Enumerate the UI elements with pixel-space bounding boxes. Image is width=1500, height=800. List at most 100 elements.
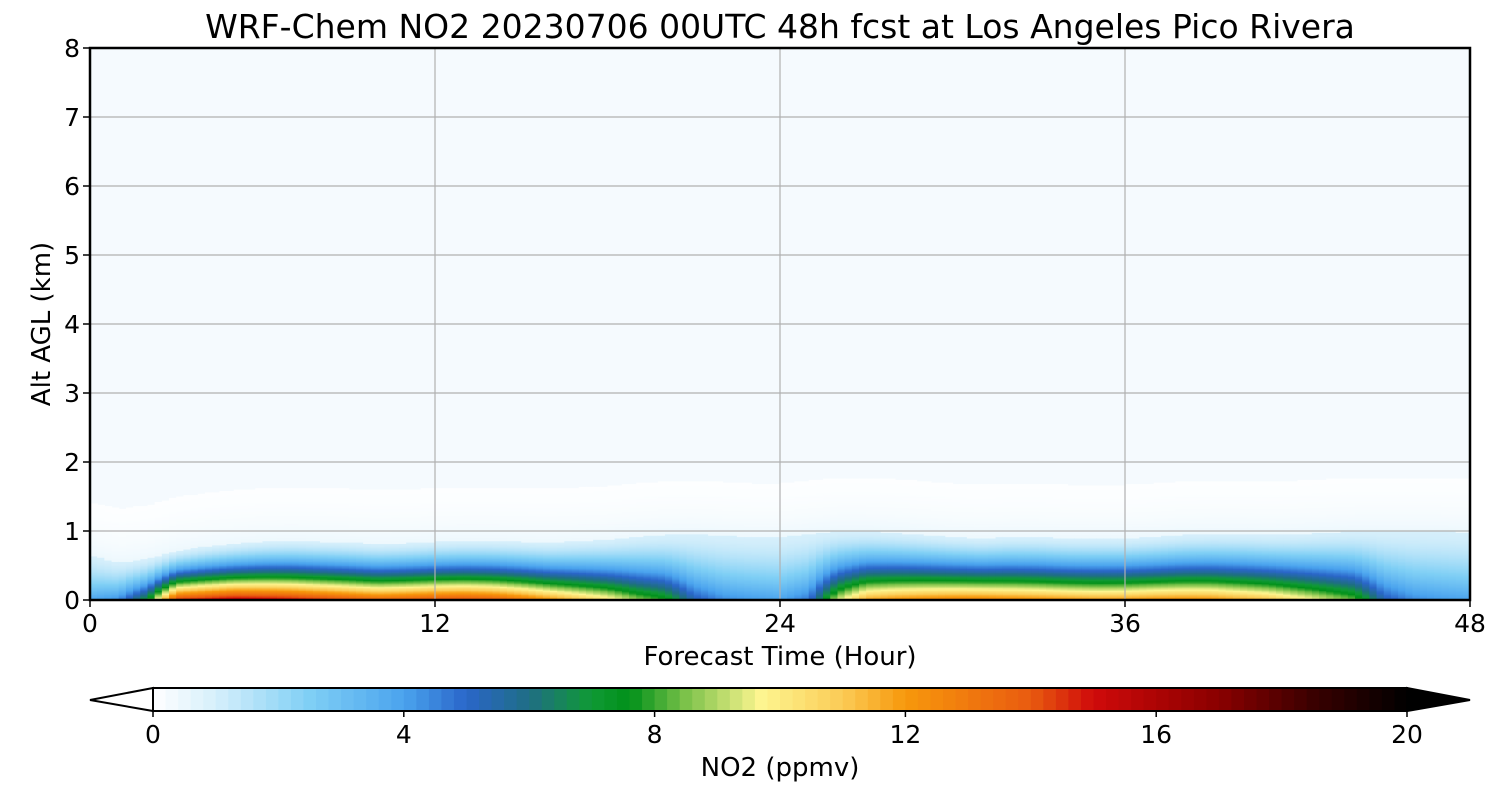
- heatmap-cell: [276, 577, 285, 580]
- heatmap-cell: [514, 502, 522, 504]
- heatmap-cell: [305, 535, 314, 538]
- heatmap-cell: [391, 590, 400, 593]
- heatmap-cell: [248, 553, 256, 556]
- heatmap-cell: [147, 522, 156, 525]
- heatmap-cell: [334, 554, 343, 557]
- heatmap-cell: [327, 573, 335, 576]
- heatmap-cell: [442, 584, 450, 587]
- heatmap-cell: [197, 506, 206, 509]
- heatmap-cell: [97, 542, 105, 545]
- heatmap-cell: [355, 507, 364, 510]
- heatmap-cell: [528, 511, 537, 514]
- heatmap-cell: [435, 517, 443, 520]
- heatmap-cell: [492, 579, 501, 582]
- heatmap-cell: [140, 557, 149, 560]
- heatmap-cell: [312, 586, 321, 589]
- heatmap-cell: [183, 507, 192, 510]
- heatmap-cell: [133, 569, 141, 572]
- heatmap-cell: [442, 511, 450, 514]
- heatmap-cell: [435, 568, 443, 571]
- heatmap-cell: [111, 571, 120, 573]
- heatmap-cell: [111, 554, 120, 557]
- heatmap-cell: [521, 597, 530, 600]
- heatmap-cell: [233, 519, 242, 522]
- heatmap-cell: [111, 579, 120, 582]
- heatmap-cell: [348, 521, 357, 524]
- heatmap-cell: [435, 584, 443, 587]
- heatmap-cell: [384, 503, 393, 506]
- heatmap-cell: [205, 502, 213, 504]
- heatmap-cell: [492, 502, 501, 504]
- heatmap-cell: [226, 496, 235, 499]
- heatmap-cell: [226, 533, 235, 536]
- heatmap-cell: [262, 511, 271, 514]
- heatmap-cell: [435, 577, 443, 580]
- heatmap-cell: [348, 559, 357, 562]
- heatmap-cell: [427, 565, 436, 568]
- heatmap-cell: [255, 533, 264, 536]
- heatmap-cell: [377, 489, 386, 492]
- heatmap-cell: [384, 553, 393, 556]
- heatmap-cell: [305, 548, 314, 551]
- heatmap-cell: [226, 518, 235, 521]
- heatmap-cell: [427, 524, 436, 527]
- heatmap-cell: [262, 588, 271, 591]
- heatmap-cell: [391, 551, 400, 554]
- heatmap-cell: [169, 594, 177, 597]
- heatmap-cell: [413, 566, 422, 569]
- heatmap-cell: [463, 528, 472, 531]
- heatmap-cell: [276, 490, 285, 493]
- heatmap-cell: [233, 594, 242, 597]
- heatmap-cell: [355, 499, 364, 502]
- heatmap-cell: [492, 577, 501, 580]
- heatmap-cell: [528, 489, 537, 492]
- heatmap-cell: [240, 564, 249, 567]
- heatmap-cell: [514, 490, 522, 493]
- heatmap-cell: [363, 564, 371, 567]
- heatmap-cell: [363, 550, 371, 553]
- heatmap-cell: [370, 550, 379, 553]
- heatmap-cell: [176, 525, 185, 528]
- heatmap-cell: [197, 550, 206, 553]
- heatmap-cell: [399, 595, 407, 598]
- heatmap-cell: [298, 537, 307, 540]
- heatmap-cell: [406, 594, 415, 597]
- heatmap-cell: [521, 565, 530, 568]
- heatmap-cell: [449, 550, 458, 553]
- heatmap-cell: [104, 566, 113, 569]
- heatmap-cell: [492, 554, 501, 557]
- heatmap-cell: [528, 513, 537, 516]
- heatmap-cell: [514, 543, 522, 546]
- heatmap-cell: [183, 542, 192, 545]
- heatmap-cell: [492, 492, 501, 495]
- heatmap-cell: [521, 490, 530, 493]
- heatmap-cell: [169, 580, 177, 583]
- heatmap-cell: [499, 597, 508, 600]
- heatmap-cell: [442, 573, 450, 576]
- heatmap-cell: [291, 508, 300, 511]
- heatmap-cell: [219, 492, 228, 495]
- heatmap-cell: [463, 590, 472, 593]
- heatmap-cell: [420, 524, 429, 527]
- heatmap-cell: [284, 573, 292, 576]
- heatmap-cell: [97, 507, 105, 510]
- heatmap-cell: [377, 584, 386, 587]
- heatmap-cell: [442, 590, 450, 593]
- heatmap-cell: [320, 568, 328, 571]
- heatmap-cell: [104, 562, 113, 565]
- heatmap-cell: [240, 577, 249, 580]
- heatmap-cell: [413, 506, 422, 509]
- heatmap-cell: [97, 571, 105, 573]
- heatmap-cell: [176, 517, 185, 520]
- heatmap-cell: [449, 515, 458, 518]
- heatmap-cell: [449, 565, 458, 568]
- heatmap-cell: [197, 597, 206, 600]
- heatmap-cell: [478, 554, 486, 557]
- heatmap-cell: [219, 594, 228, 597]
- heatmap-cell: [183, 496, 192, 499]
- heatmap-cell: [248, 503, 256, 506]
- heatmap-cell: [154, 508, 163, 511]
- heatmap-cell: [449, 594, 458, 597]
- heatmap-cell: [284, 558, 292, 561]
- heatmap-cell: [334, 493, 343, 496]
